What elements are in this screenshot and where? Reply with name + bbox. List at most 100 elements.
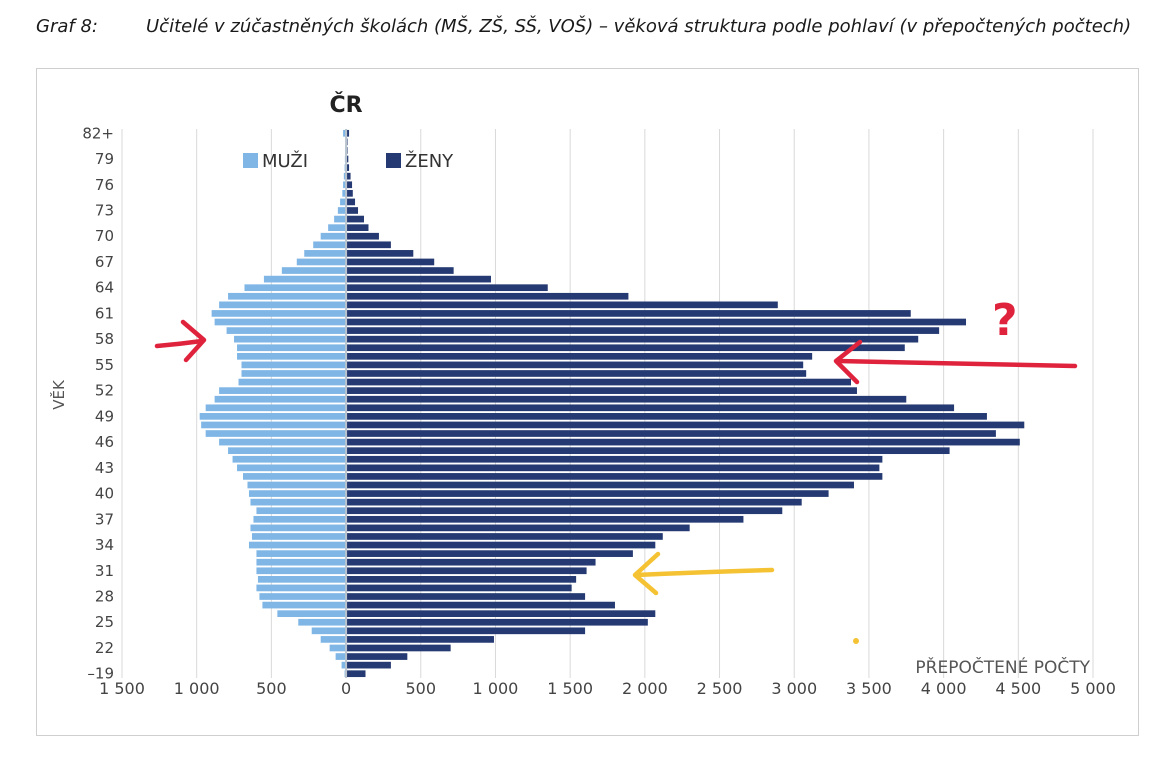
bar-muzi-age-45 [228, 447, 347, 455]
bar-muzi-age-28 [259, 593, 347, 600]
y-tick-label: 61 [95, 304, 114, 322]
bar-muzi-age-62 [219, 301, 347, 309]
y-tick-label: 82+ [82, 124, 114, 142]
bar-zeny-age-42 [346, 473, 883, 480]
bar-zeny-age-34 [346, 541, 656, 549]
bar-zeny-age-48 [346, 421, 1025, 429]
x-tick-label: 500 [256, 679, 287, 698]
y-tick-label: 76 [95, 176, 114, 194]
bar-zeny-age-74 [346, 198, 356, 206]
yellow-dot [853, 638, 859, 644]
x-tick-label: 1 000 [473, 679, 519, 698]
bar-muzi-age-20 [341, 661, 347, 669]
bar-muzi-age-38 [256, 507, 347, 515]
bar-muzi-age-24 [311, 627, 347, 635]
bar-muzi-age-35 [251, 533, 347, 540]
bar-zeny-age-67 [346, 258, 435, 266]
yellow-arrow-icon [632, 551, 775, 596]
bar-muzi-age-40 [248, 490, 347, 497]
bar-muzi-age-49 [199, 413, 347, 420]
hand-drawn-annotations: ? [154, 295, 1078, 644]
x-tick-label: 0 [341, 679, 351, 698]
bar-zeny-age-82+ [346, 129, 350, 137]
bar-muzi-age-54 [241, 370, 347, 377]
bar-zeny-age-77 [346, 172, 351, 180]
bar-muzi-age-31 [256, 567, 347, 575]
bar-muzi-age-21 [335, 653, 347, 660]
bar-zeny-age-31 [346, 567, 587, 575]
bar-muzi-age-22 [329, 644, 347, 652]
bar-zeny-age-46 [346, 438, 1020, 446]
bar-muzi-age-74 [340, 198, 347, 206]
x-tick-label: 5 000 [1070, 679, 1116, 698]
bar-zeny-age-32 [346, 558, 596, 566]
bar-zeny-age-79 [346, 155, 349, 163]
bar-muzi-age-60 [214, 318, 347, 326]
bar-muzi-age-51 [214, 395, 347, 403]
bar-zeny-age-20 [346, 661, 391, 669]
bar-muzi-age-52 [219, 387, 347, 394]
bar-muzi-age-77 [343, 172, 347, 180]
x-axis-label: PŘEPOČTENÉ POČTY [915, 656, 1090, 678]
bar-muzi-age-34 [248, 541, 347, 549]
bar-zeny-age-52 [346, 387, 857, 394]
y-tick-labels: –19 22 25 28 31 34 37 40 43 46 49 52 55 58 61 64 67 70 73 7… [82, 124, 114, 682]
bar-zeny-age-58 [346, 335, 919, 343]
bar-muzi-age-32 [256, 558, 347, 566]
bar-zeny-age-53 [346, 378, 851, 386]
bar-muzi-age-33 [256, 550, 347, 557]
y-tick-label: 37 [95, 510, 114, 528]
bar-zeny-age-44 [346, 455, 883, 463]
bar-muzi-age-25 [298, 618, 347, 626]
bar-muzi-age-71 [328, 224, 347, 231]
chart-title: ČR [329, 92, 362, 118]
bar-zeny-age-65 [346, 275, 491, 283]
bar-muzi-age-42 [243, 473, 347, 480]
bar-zeny-age-62 [346, 301, 778, 309]
bar-zeny-age-33 [346, 550, 633, 557]
y-tick-label: 55 [95, 356, 114, 374]
y-tick-label: 46 [95, 433, 114, 451]
x-tick-label: 500 [405, 679, 436, 698]
bar-zeny-age-70 [346, 232, 379, 240]
legend: MUŽI ŽENY [243, 150, 454, 172]
bar-muzi-age-29 [256, 584, 347, 592]
figure-number: Graf 8: [36, 16, 98, 37]
x-tick-label: 3 500 [846, 679, 892, 698]
bar-zeny-age-22 [346, 644, 451, 652]
bar-zeny-age-35 [346, 533, 663, 540]
bar-zeny-age-57 [346, 344, 905, 352]
bar-muzi-age-36 [250, 524, 347, 532]
x-tick-labels: 1 500 1 000 500 0 500 1 000 1 500 2 000 2 500 3 0… [99, 679, 1116, 698]
bar-muzi-age-72 [334, 215, 347, 223]
bar-muzi-age-39 [250, 498, 347, 506]
bar-zeny-age-25 [346, 618, 648, 626]
bar-muzi-age-30 [257, 576, 347, 583]
bar-muzi-age-73 [337, 207, 347, 214]
bar-zeny-age-49 [346, 413, 987, 420]
bar-muzi-age-55 [241, 361, 347, 369]
question-mark: ? [992, 295, 1018, 346]
x-tick-label: 2 000 [622, 679, 668, 698]
bar-zeny-age-26 [346, 610, 656, 618]
bar-muzi-age-63 [228, 292, 347, 300]
bar-zeny-age-60 [346, 318, 967, 326]
bar-zeny-age-75 [346, 189, 353, 197]
bar-muzi-age-67 [296, 258, 347, 266]
bar-muzi-age-70 [320, 232, 347, 240]
bar-zeny-age-36 [346, 524, 690, 532]
chart-bars [199, 129, 1025, 678]
x-tick-label: 3 000 [771, 679, 817, 698]
y-tick-label: 31 [95, 562, 114, 580]
bar-muzi-age-47 [205, 430, 347, 437]
bar-zeny-age-28 [346, 593, 586, 600]
bar-zeny-age-69 [346, 241, 391, 249]
bar-muzi-age-43 [237, 464, 347, 472]
y-tick-label: 79 [95, 150, 114, 168]
x-tick-label: 4 500 [995, 679, 1041, 698]
y-tick-label: 52 [95, 382, 114, 400]
bar-zeny-age-61 [346, 310, 911, 317]
bar-muzi-age-37 [253, 515, 347, 523]
legend-label-zeny: ŽENY [405, 150, 454, 172]
bar-muzi-age-82+ [343, 129, 347, 137]
